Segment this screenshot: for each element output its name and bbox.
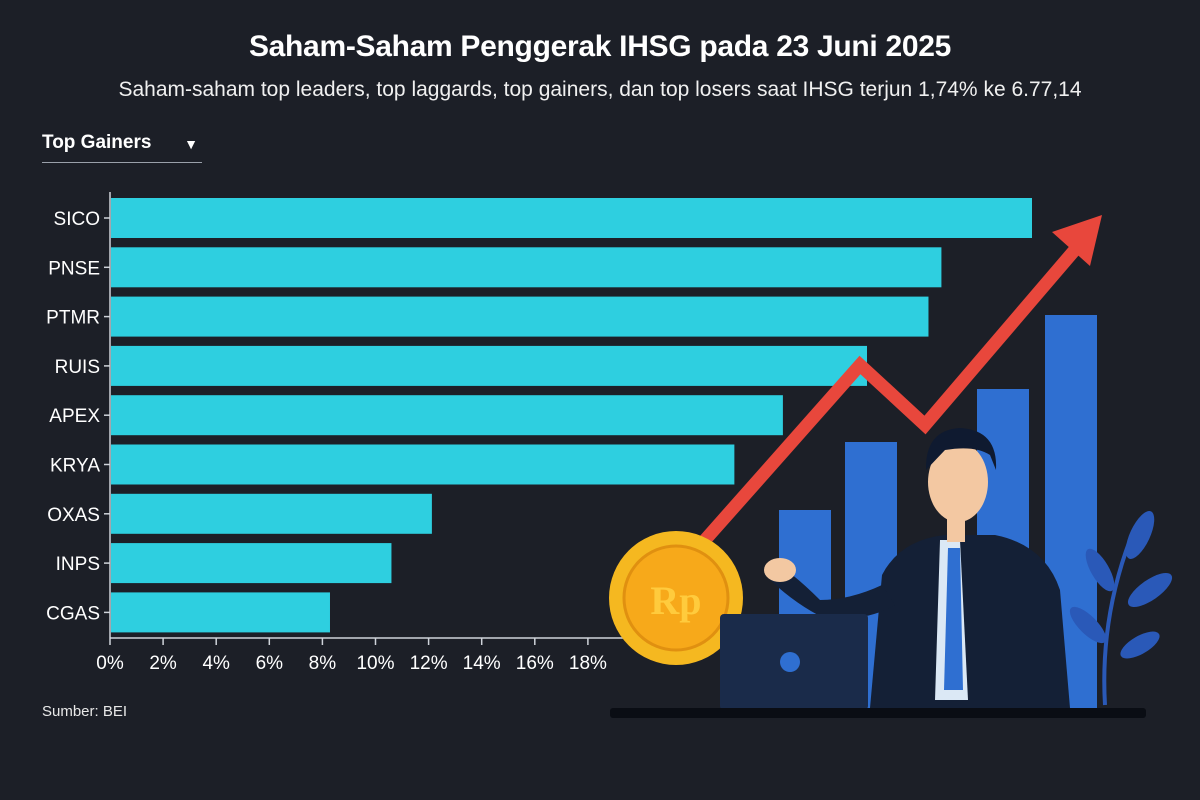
x-tick-label: 8% xyxy=(309,653,337,674)
bars-layer: SICO PNSE PTMR RUIS APEX KRYA OXAS INPS CGAS xyxy=(46,192,1032,639)
chevron-down-icon: ▼ xyxy=(184,136,198,152)
x-tick-label: 10% xyxy=(356,653,394,674)
leaf-plant-icon xyxy=(1069,511,1173,706)
y-tick-label: INPS xyxy=(56,554,100,575)
dropdown-selected-label: Top Gainers xyxy=(42,132,152,153)
x-tick-label: 14% xyxy=(463,653,501,674)
y-tick-label: KRYA xyxy=(50,456,100,477)
bar-inps xyxy=(111,543,392,584)
x-tick-label: 2% xyxy=(149,653,177,674)
coin-icon: Rp xyxy=(609,531,743,665)
trend-arrow-line xyxy=(700,233,1090,545)
y-tick-label: APEX xyxy=(49,406,100,427)
x-tick-label: 4% xyxy=(202,653,230,674)
bar-krya xyxy=(111,444,735,485)
category-dropdown[interactable]: Top Gainers ▼ xyxy=(42,130,202,163)
bar-pnse xyxy=(111,247,942,288)
y-tick-label: CGAS xyxy=(46,603,100,624)
trend-arrow-head xyxy=(1052,215,1102,266)
y-tick-label: RUIS xyxy=(55,357,100,378)
x-tick-label: 0% xyxy=(96,653,124,674)
y-tick-label: SICO xyxy=(54,209,100,230)
x-tick-label: 16% xyxy=(516,653,554,674)
laptop-icon xyxy=(720,614,868,710)
bar-cgas xyxy=(111,592,330,633)
desk xyxy=(610,708,1146,718)
chart-title: Saham-Saham Penggerak IHSG pada 23 Juni … xyxy=(248,30,952,63)
x-tick-label: 6% xyxy=(256,653,284,674)
source-note: Sumber: BEI xyxy=(42,703,128,720)
x-tick-label: 12% xyxy=(410,653,448,674)
bar-oxas xyxy=(111,493,432,534)
x-axis-ticks: 0% 2% 4% 6% 8% 10% 12% 14% 16% 18% xyxy=(96,638,607,674)
coin-label: Rp xyxy=(650,578,701,623)
bar-ptmr xyxy=(111,296,929,337)
chart-subtitle: Saham-saham top leaders, top laggards, t… xyxy=(118,78,1082,101)
business-illustration: Rp xyxy=(609,215,1173,718)
x-tick-label: 18% xyxy=(569,653,607,674)
bar-sico xyxy=(111,198,1032,238)
bar-apex xyxy=(111,395,783,436)
y-tick-label: PNSE xyxy=(48,258,100,279)
y-tick-label: PTMR xyxy=(46,308,100,329)
bar-ruis xyxy=(111,345,868,386)
businessman-figure xyxy=(764,428,1070,708)
y-tick-label: OXAS xyxy=(47,505,100,526)
